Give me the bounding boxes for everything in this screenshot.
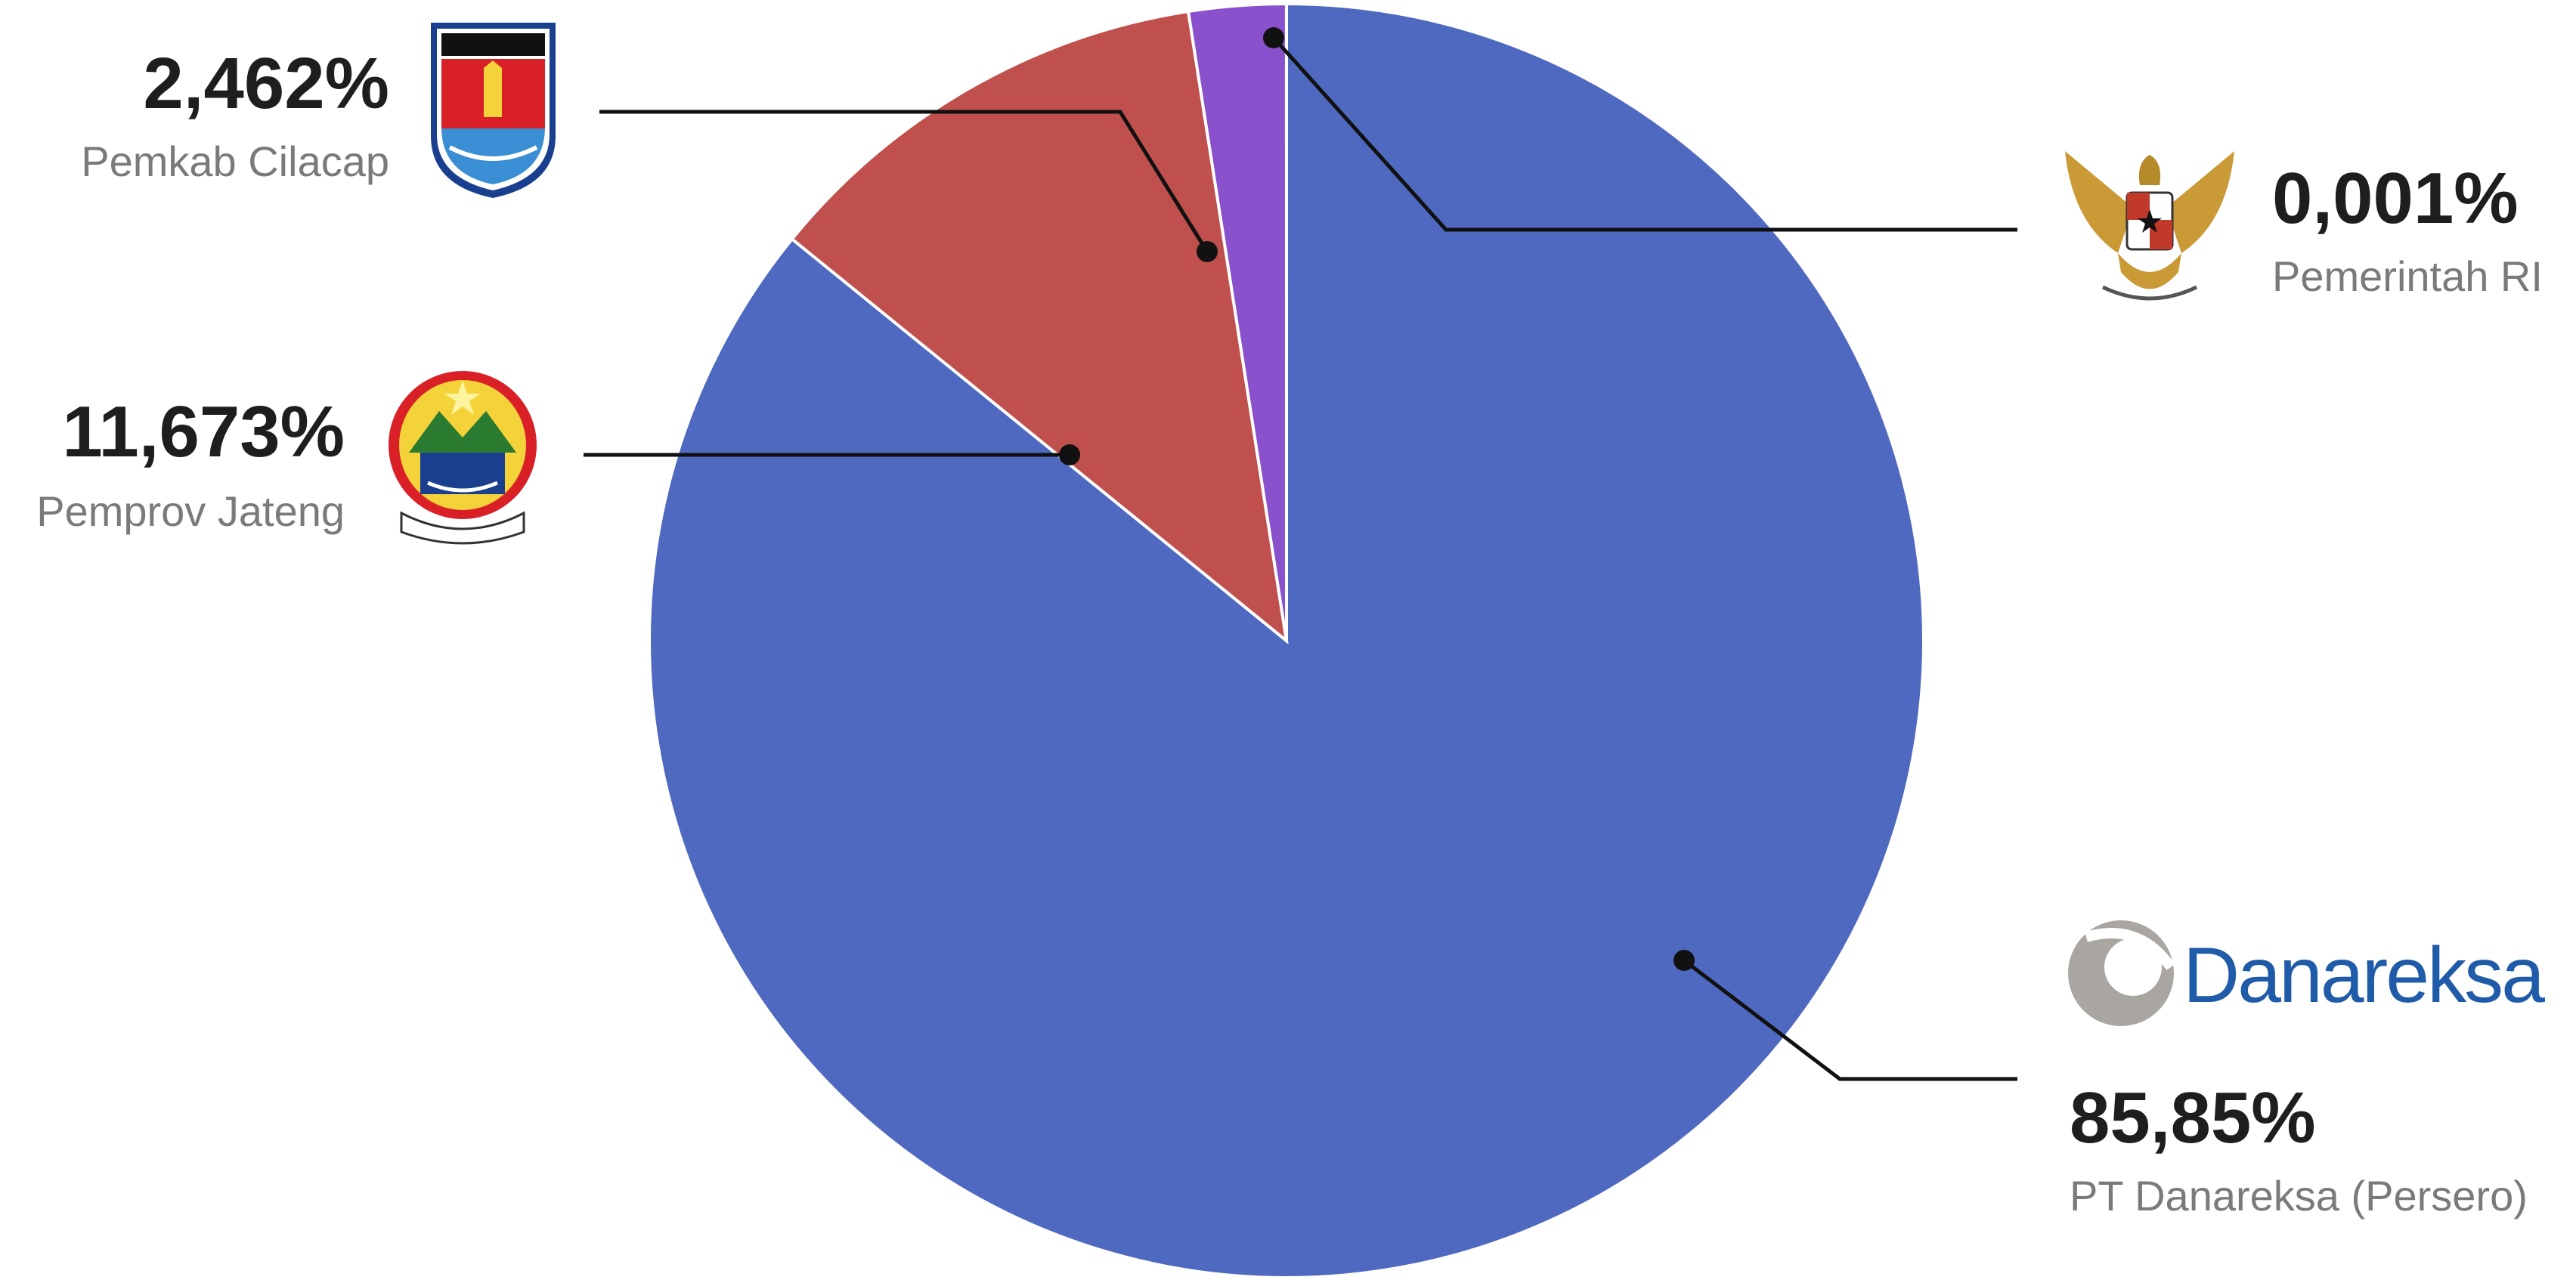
jateng-logo — [389, 371, 537, 545]
leader-line — [1683, 959, 2017, 1081]
value-label: 11,673% — [62, 391, 345, 472]
category-label: Pemkab Cilacap — [81, 138, 389, 185]
pie-slice — [648, 2, 1925, 1279]
danareksa-logo: Danareksa — [2068, 920, 2547, 1026]
leader-dot — [1263, 27, 1284, 48]
value-label: 2,462% — [143, 43, 389, 124]
category-label: Pemprov Jateng — [36, 487, 345, 535]
category-label: PT Danareksa (Persero) — [2070, 1172, 2528, 1220]
labels: 85,85% PT Danareksa (Persero) 11,673% Pempr… — [36, 43, 2543, 1220]
value-label: 0,001% — [2272, 158, 2519, 239]
leader-dot — [1197, 241, 1218, 262]
garuda-logo — [2065, 151, 2234, 301]
value-label: 85,85% — [2070, 1077, 2316, 1158]
category-label: Pemerintah RI — [2272, 252, 2543, 300]
pie-slice — [790, 9, 1289, 645]
leader-line — [1272, 36, 2017, 232]
leader-dot — [1059, 444, 1080, 465]
cilacap-logo — [431, 23, 556, 198]
pie — [648, 2, 1925, 1279]
leader-dot — [1673, 950, 1695, 971]
leaders — [584, 27, 2017, 1081]
leader-line — [599, 110, 1209, 253]
brand-text: Danareksa — [2183, 932, 2545, 1019]
